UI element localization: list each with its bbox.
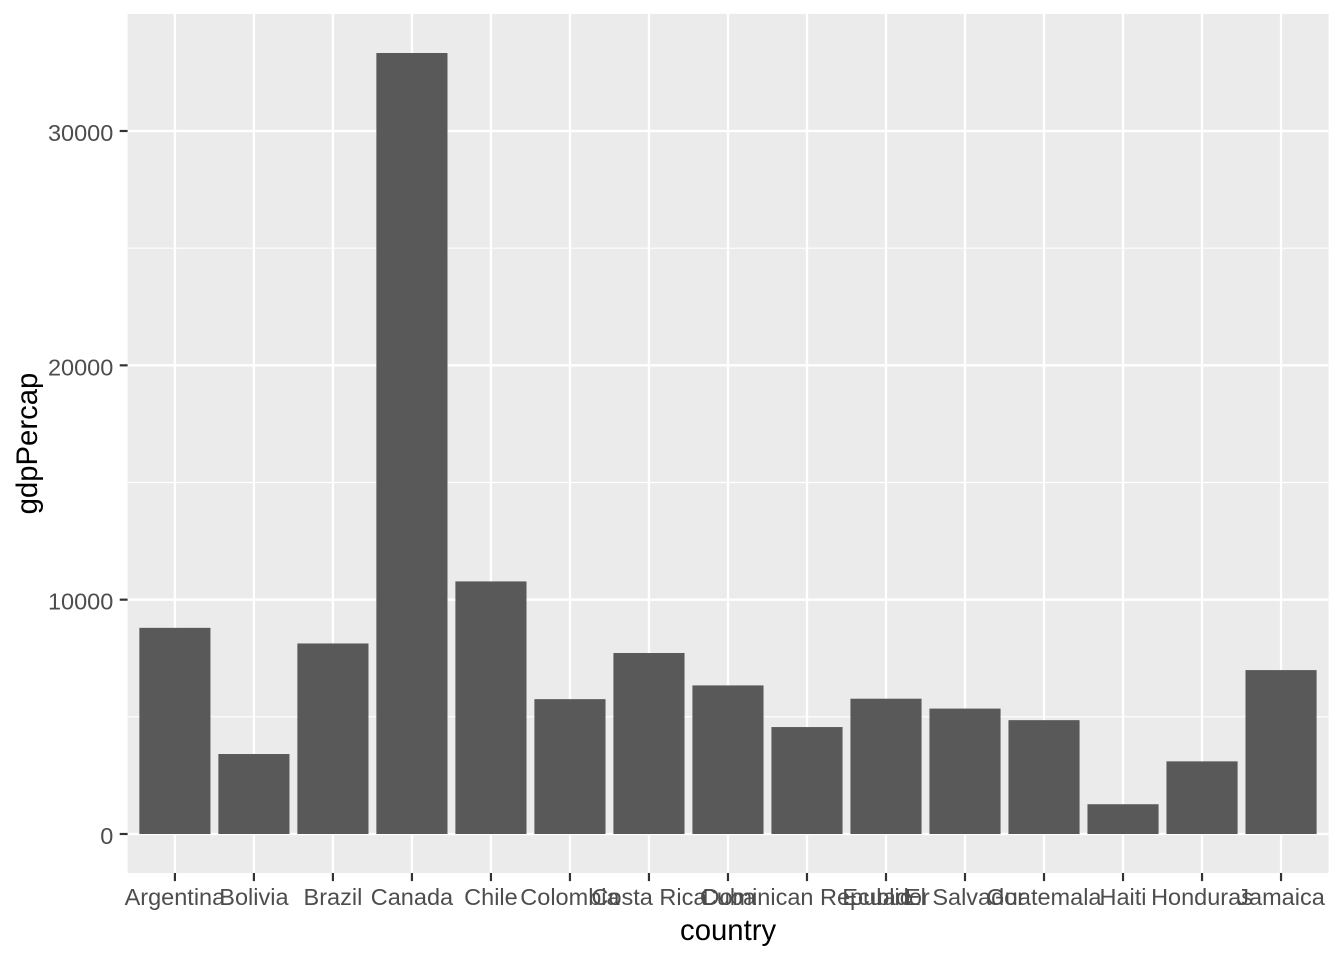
svg-text:Guatemala: Guatemala (987, 884, 1103, 910)
svg-text:El Salvador: El Salvador (905, 884, 1025, 910)
svg-text:Dominican Republic: Dominican Republic (702, 884, 911, 910)
svg-text:0: 0 (100, 823, 113, 849)
svg-text:Ecuador: Ecuador (842, 884, 930, 910)
svg-text:Bolivia: Bolivia (219, 884, 289, 910)
svg-text:country: country (680, 914, 776, 947)
svg-text:20000: 20000 (48, 354, 113, 380)
svg-text:Colombia: Colombia (520, 884, 620, 910)
svg-text:Jamaica: Jamaica (1237, 884, 1325, 910)
svg-text:Haiti: Haiti (1100, 884, 1147, 910)
svg-text:Chile: Chile (464, 884, 518, 910)
svg-text:Costa Rica: Costa Rica (591, 884, 707, 910)
svg-text:30000: 30000 (48, 120, 113, 146)
svg-text:Canada: Canada (371, 884, 454, 910)
svg-text:Cuba: Cuba (700, 884, 757, 910)
svg-text:Brazil: Brazil (304, 884, 363, 910)
svg-text:gdpPercap: gdpPercap (11, 373, 44, 515)
svg-text:Honduras: Honduras (1151, 884, 1253, 910)
svg-text:Argentina: Argentina (125, 884, 227, 910)
svg-text:10000: 10000 (48, 589, 113, 615)
